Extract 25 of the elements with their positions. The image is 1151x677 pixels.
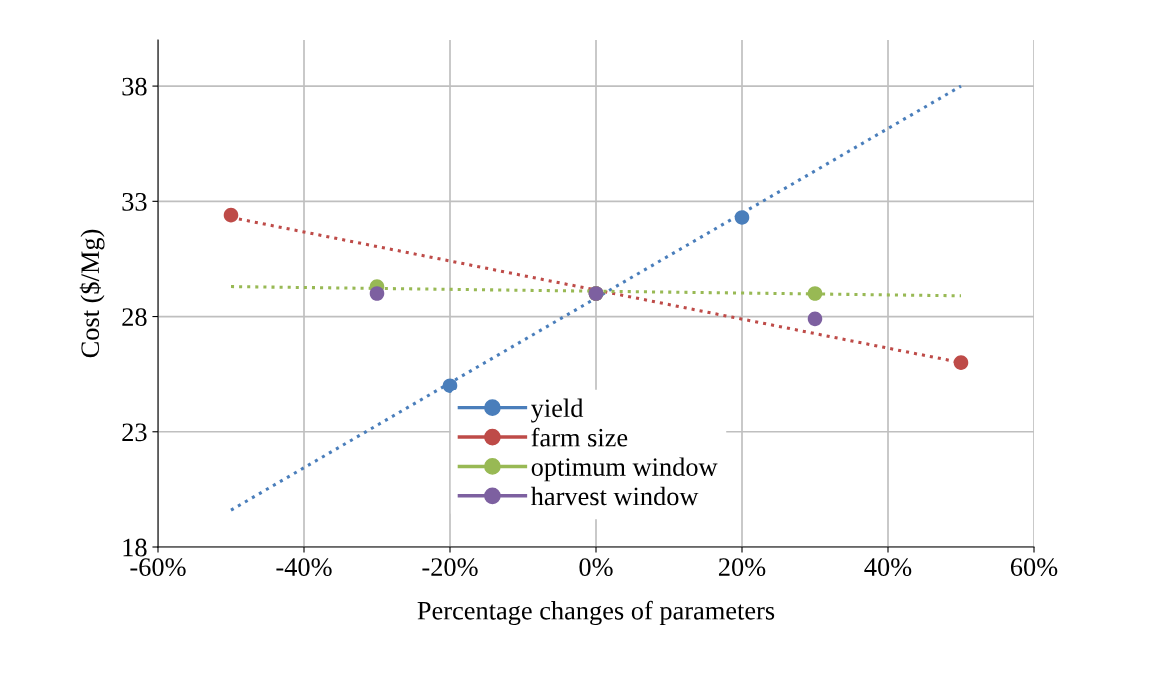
y-tick-label: 38 [122, 77, 147, 96]
x-axis-title: Percentage changes of parameters [417, 600, 775, 626]
y-tick-label: 33 [122, 193, 147, 211]
point [442, 378, 458, 393]
legend-label: harvest window [530, 486, 699, 506]
y-axis-title: Cost ($/Mg) [79, 229, 105, 358]
x-tick-label: -60% [130, 558, 186, 577]
x-tick-label: -20% [422, 558, 478, 577]
x-tick-label: -40% [276, 558, 332, 577]
point [369, 286, 385, 301]
legend-label: optimum window [531, 457, 718, 482]
point [807, 286, 823, 301]
legend-label: farm size [531, 427, 628, 447]
y-tick-label: 28 [122, 308, 147, 326]
x-tick-label: 60% [1010, 558, 1058, 577]
point [953, 355, 969, 370]
x-tick-label: 20% [718, 558, 766, 577]
point [807, 311, 823, 327]
point [734, 210, 750, 225]
point [223, 207, 239, 223]
y-tick-label: 23 [122, 423, 147, 442]
legend-label: yield [531, 398, 584, 423]
x-tick-label: 40% [864, 558, 912, 577]
x-tick-label: 0% [579, 558, 613, 577]
y-tick-label: 18 [123, 538, 147, 557]
